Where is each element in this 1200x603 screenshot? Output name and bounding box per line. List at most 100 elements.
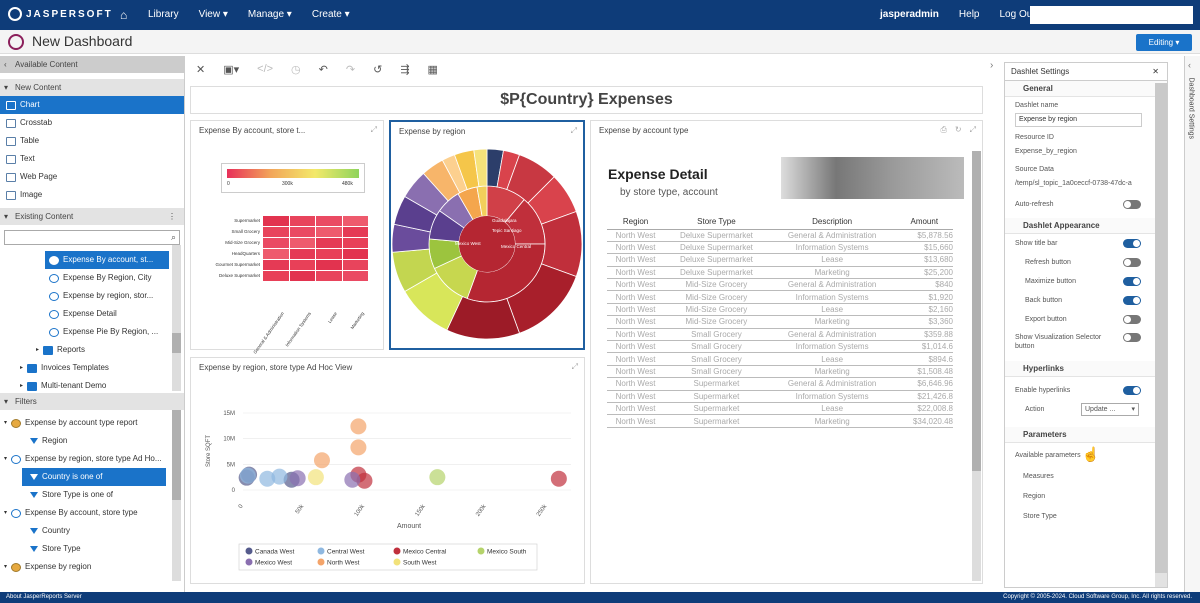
parameter-item[interactable]: Store Type [1023,513,1057,520]
help-link[interactable]: Help [958,9,980,20]
hyperlinks-section-header[interactable]: Hyperlinks [1005,361,1167,377]
maximize-icon[interactable]: ⤢ [969,125,976,134]
user-menu[interactable]: jasperadmin [880,9,939,20]
heatmap-cell[interactable] [263,249,289,259]
more-icon[interactable]: ⋮ [168,212,176,221]
logout-link[interactable]: Log Out [999,9,1036,20]
parameter-item[interactable]: Region [1023,493,1046,500]
parameters-section-header[interactable]: Parameters [1005,427,1167,443]
show-title-bar-toggle[interactable] [1123,239,1141,248]
action-select[interactable]: Update ... ▾ [1081,403,1139,416]
heatmap-cell[interactable] [289,238,315,248]
enable-hyperlinks-toggle[interactable] [1123,386,1141,395]
filter-item[interactable]: Country [0,522,184,540]
new-content-text[interactable]: Text [0,150,184,168]
chevron-down-icon[interactable]: ▾ [4,564,8,570]
legend-entry[interactable]: Mexico Central [403,549,447,556]
dashlet-expense-by-account-type[interactable]: Expense by account type ⎙ ↻ ⤢ Expense De… [590,120,983,584]
chevron-down-icon[interactable]: ▾ [4,510,8,516]
scatter-point[interactable] [350,439,367,456]
redo-icon[interactable]: ↷ [345,63,356,76]
global-search-input[interactable] [1030,6,1193,24]
heatmap-cell[interactable] [342,238,368,248]
dashlet-expense-by-account[interactable]: Expense By account, store t... ⤢ 0 300k … [190,120,384,355]
existing-item[interactable]: Expense Detail [45,305,169,323]
scatter-point[interactable] [307,469,324,486]
filter-group[interactable]: ▾ Expense by region, store type Ad Ho... [0,450,184,468]
existing-content-header[interactable]: ▾ Existing Content ⋮ [0,208,184,225]
parameters-mapping-icon[interactable]: ⇶ [400,63,410,76]
legend-entry[interactable]: Canada West [255,549,294,556]
scatter-point[interactable] [429,469,446,486]
heatmap-cell[interactable] [316,227,342,237]
folder-item[interactable]: ▸ Invoices Templates [0,359,184,377]
sunburst-outer-slice[interactable] [473,148,488,188]
new-content-web-page[interactable]: Web Page [0,168,184,186]
heatmap-cell[interactable] [289,227,315,237]
heatmap-cell[interactable] [316,238,342,248]
heatmap-cell[interactable] [342,271,368,281]
existing-item[interactable]: Expense Pie By Region, ... [45,323,169,341]
heatmap-cell[interactable] [263,238,289,248]
parameter-item[interactable]: Measures [1023,473,1054,480]
back-button-toggle[interactable] [1123,296,1141,305]
clock-icon[interactable]: ◷ [291,63,301,76]
folder-item[interactable]: ▸ Reports [0,341,184,359]
heatmap-cell[interactable] [263,271,289,281]
scatter-point[interactable] [313,452,330,469]
undo-icon[interactable]: ↶ [318,63,328,76]
dashlet-expense-by-region-store-type[interactable]: Expense by region, store type Ad Hoc Vie… [190,357,585,584]
heatmap-cell[interactable] [316,260,342,270]
filters-header[interactable]: ▾ Filters [0,393,184,410]
appearance-section-header[interactable]: Dashlet Appearance [1005,218,1167,234]
collapse-left-icon[interactable]: ‹ [1188,60,1191,70]
new-content-chart[interactable]: Chart [0,96,184,114]
legend-entry[interactable]: South West [403,560,437,567]
existing-item[interactable]: Expense by region, stor... [45,287,169,305]
heatmap-cell[interactable] [263,216,289,226]
heatmap-cell[interactable] [289,260,315,270]
existing-item[interactable]: Expense By Region, City [45,269,169,287]
heatmap-cell[interactable] [342,249,368,259]
dashboard-settings-side-tab[interactable]: ‹ Dashboard Settings [1184,56,1200,592]
scatter-point[interactable] [344,471,361,488]
jaspersoft-logo[interactable]: JASPERSOFT [8,7,113,21]
collapse-left-icon[interactable]: ‹ [4,60,7,69]
scatter-point[interactable] [350,418,367,435]
heatmap-cell[interactable] [289,271,315,281]
undo-all-icon[interactable]: ↺ [373,63,383,76]
heatmap-cell[interactable] [316,249,342,259]
viz-selector-toggle[interactable] [1123,333,1141,342]
filter-item[interactable]: Store Type is one of [0,486,184,504]
about-link[interactable]: About JasperReports Server [6,594,82,600]
dashboard-title-text[interactable]: $P{Country} Expenses [190,86,983,114]
refresh-button-toggle[interactable] [1123,258,1141,267]
scatter-point[interactable] [550,470,567,487]
chevron-down-icon[interactable]: ▾ [4,456,8,462]
heatmap-cell[interactable] [289,249,315,259]
filter-group[interactable]: ▾ Expense by account type report [0,414,184,432]
sunburst-center[interactable] [459,216,515,272]
maximize-icon[interactable]: ⤢ [370,125,377,134]
heatmap-cell[interactable] [342,227,368,237]
heatmap-cell[interactable] [342,216,368,226]
expand-icon[interactable]: ▸ [20,365,24,371]
legend-entry[interactable]: Mexico West [255,560,292,567]
filter-item[interactable]: Store Type [0,540,184,558]
heatmap-cell[interactable] [263,227,289,237]
export-button-toggle[interactable] [1123,315,1141,324]
scatter-point[interactable] [289,470,306,487]
export-icon[interactable]: ⎙ [940,125,947,134]
save-icon[interactable]: ▣▾ [223,63,240,76]
expand-icon[interactable]: ▸ [36,347,40,353]
dashlet-expense-by-region[interactable]: Expense by region ⤢ Guadalajara Tepic San… [389,120,585,350]
scatter-point[interactable] [259,470,276,487]
scatter-point[interactable] [239,467,256,484]
filters-scrollbar[interactable] [172,410,181,581]
new-content-header[interactable]: ▾ New Content [0,79,184,96]
collapse-right-icon[interactable]: › [990,60,994,71]
filter-item[interactable]: Region [0,432,184,450]
legend-entry[interactable]: North West [327,560,360,567]
new-content-table[interactable]: Table [0,132,184,150]
scatter-point[interactable] [356,472,373,489]
